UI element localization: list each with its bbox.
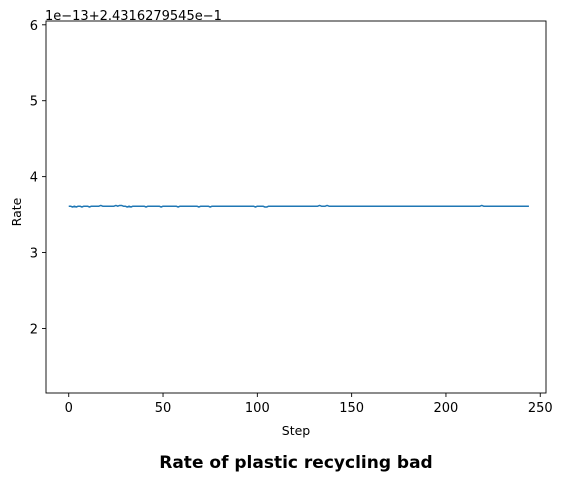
x-axis-label: Step [282, 423, 311, 438]
x-tick-label: 0 [65, 401, 73, 416]
y-axis: 2 3 4 5 6 [30, 19, 46, 337]
x-tick-label: 150 [339, 401, 364, 416]
x-tick-label: 250 [528, 401, 553, 416]
y-tick-label: 2 [30, 322, 38, 337]
y-tick-label: 6 [30, 19, 38, 34]
chart-title: Rate of plastic recycling bad [159, 453, 432, 473]
plot-frame [45, 20, 547, 394]
series-line [68, 204, 529, 208]
y-tick-label: 4 [30, 171, 38, 186]
x-tick-label: 50 [155, 401, 172, 416]
plot-area [45, 20, 547, 394]
x-tick-label: 100 [245, 401, 270, 416]
series-layer [68, 204, 529, 208]
y-tick-label: 3 [30, 247, 38, 262]
y-offset-label: 1e−13+2.4316279545e−1 [45, 9, 222, 24]
x-axis: 0 50 100 150 200 250 [65, 393, 553, 416]
x-tick-label: 200 [434, 401, 459, 416]
y-tick-label: 5 [30, 95, 38, 110]
y-axis-label: Rate [9, 197, 24, 226]
